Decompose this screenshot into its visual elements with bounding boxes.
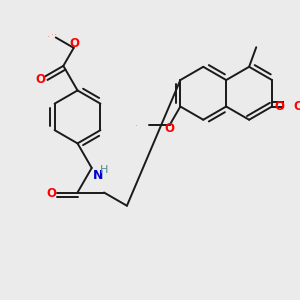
Text: O: O (52, 34, 53, 35)
Text: O: O (293, 100, 300, 113)
Text: O: O (36, 73, 46, 85)
Text: O: O (46, 187, 56, 200)
Text: O: O (274, 100, 285, 113)
Text: H: H (100, 165, 109, 175)
Text: O: O (48, 36, 49, 37)
Text: O: O (164, 122, 174, 135)
Text: O: O (70, 37, 80, 50)
Text: O: O (136, 125, 137, 126)
Text: N: N (93, 169, 103, 182)
